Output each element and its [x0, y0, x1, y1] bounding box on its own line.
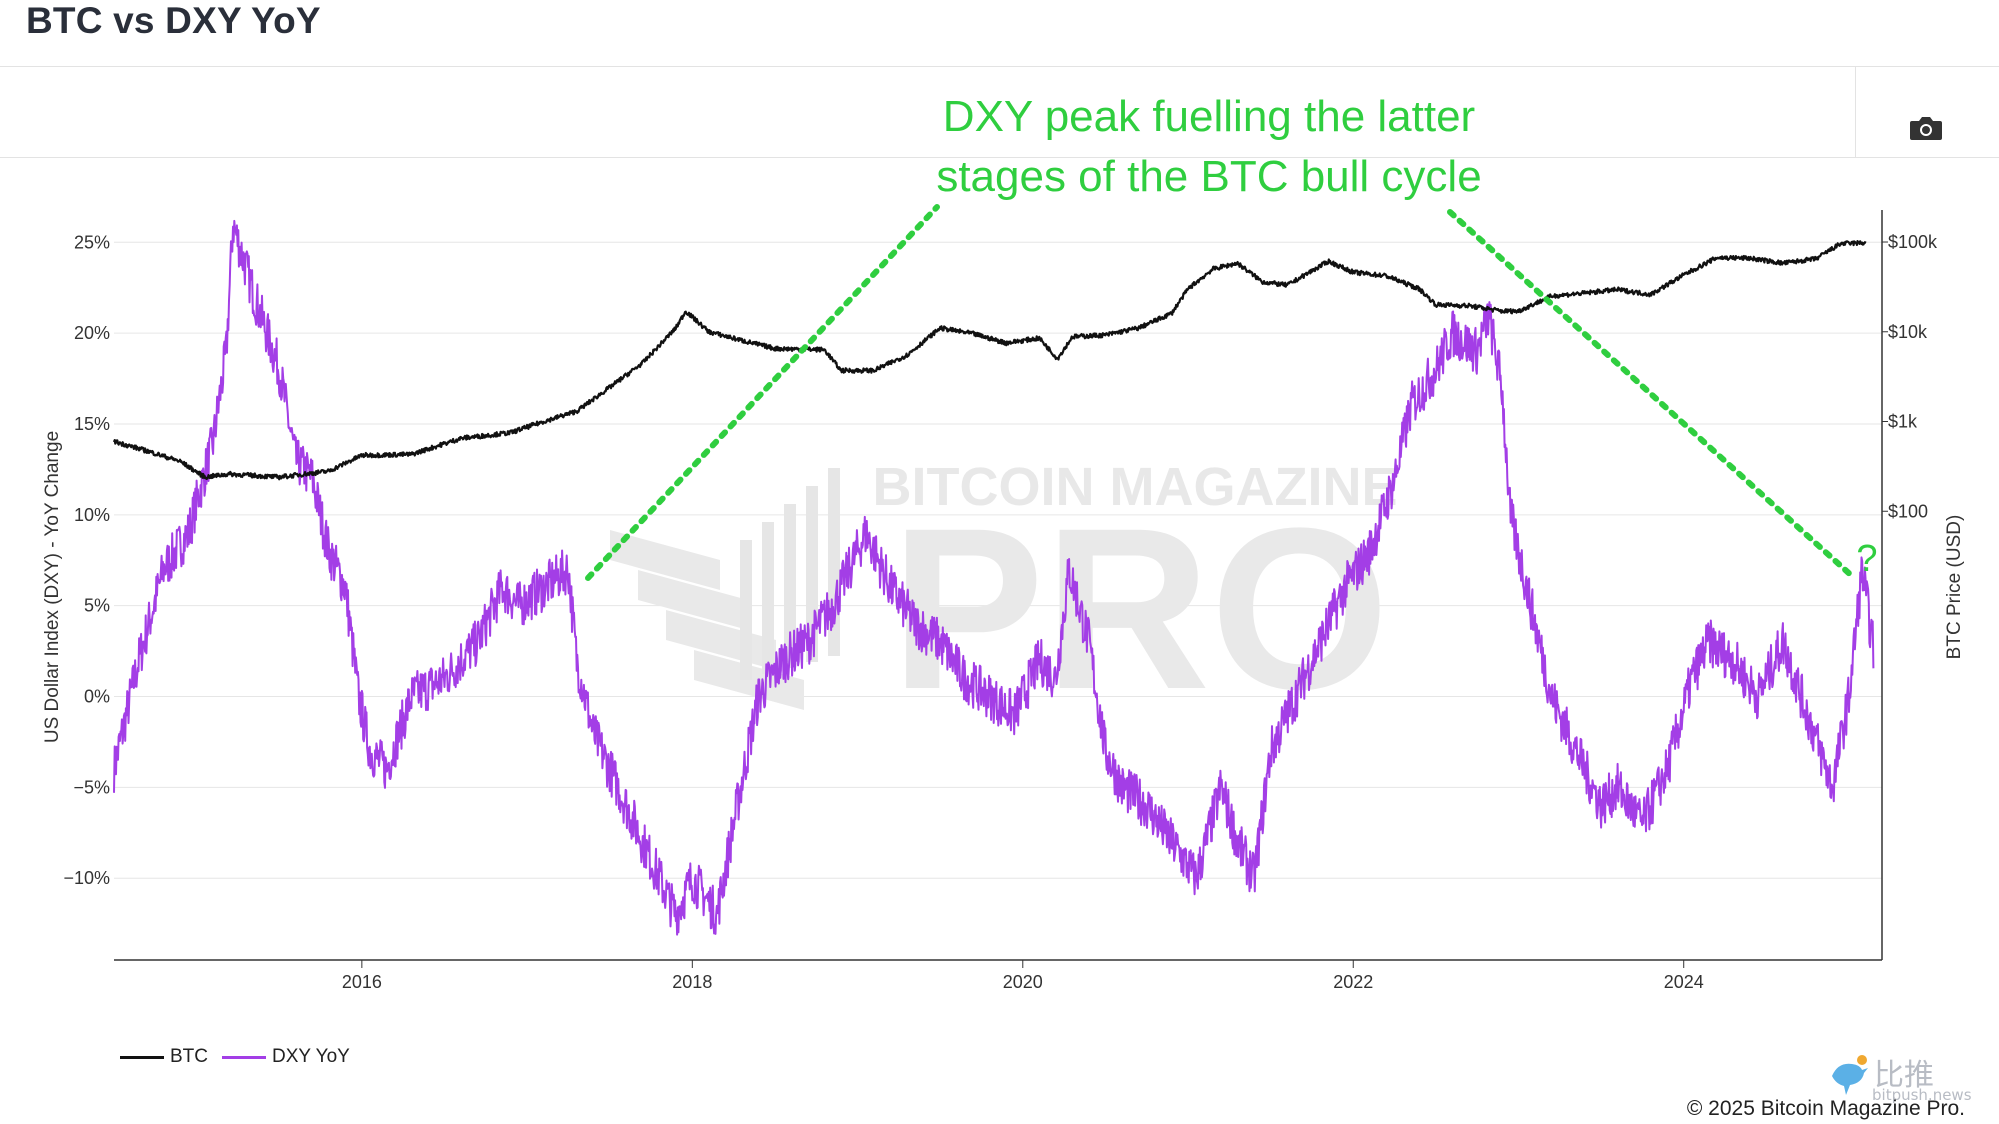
- y-left-tick-label: 0%: [84, 687, 110, 707]
- x-tick-label: 2020: [1003, 972, 1043, 992]
- download-image-button[interactable]: [1906, 110, 1946, 146]
- toolbar-separator: [1855, 66, 1856, 157]
- watermark-bar-1: [762, 522, 774, 674]
- watermark-bar-0: [740, 540, 752, 680]
- annotation-question-mark: ?: [1856, 538, 1877, 580]
- btc-swatch: [120, 1055, 164, 1059]
- camera-icon: [1910, 117, 1942, 140]
- x-tick-label: 2022: [1333, 972, 1373, 992]
- corner-watermark-cn: 比推: [1874, 1058, 1934, 1093]
- axes: 25% 20% 15% 10% 5% 0% −5% −10% $100k $10k $1k $100 2…: [42, 210, 1965, 992]
- copyright-text: © 2025 Bitcoin Magazine Pro.: [1686, 1097, 1965, 1120]
- gridlines: [114, 241, 1882, 879]
- watermark-bar-4: [828, 468, 840, 656]
- series-line-dxy-yoy: [113, 219, 1875, 936]
- legend-label-dxy: DXY YoY: [272, 1046, 350, 1067]
- watermark-stripe-0: [610, 530, 720, 590]
- x-tick-label: 2018: [672, 972, 712, 992]
- annotation-dotted-line-right: [1447, 209, 1855, 579]
- page-title: BTC vs DXY YoY: [26, 0, 321, 41]
- x-tick-label: 2016: [342, 972, 382, 992]
- y-right-tick-label: $1k: [1888, 412, 1918, 432]
- header-divider: [0, 66, 1999, 67]
- y-left-tick-label: 10%: [74, 505, 110, 525]
- series-line-btc: [112, 240, 1867, 481]
- toolbar-divider: [0, 157, 1999, 158]
- annotation: DXY peak fuelling the latter stages of th…: [585, 92, 1878, 581]
- dxy-swatch: [222, 1055, 266, 1059]
- y-right-axis-title: BTC Price (USD): [1944, 515, 1965, 660]
- y-left-tick-label: −5%: [73, 777, 110, 797]
- y-right-tick-label: $100: [1888, 501, 1928, 521]
- annotation-dotted-line-left: [585, 204, 940, 581]
- x-tick-label: 2024: [1664, 972, 1704, 992]
- watermark-bar-2: [784, 504, 796, 668]
- annotation-line-1: DXY peak fuelling the latter: [943, 92, 1475, 141]
- watermark-stripe-1: [638, 570, 748, 630]
- legend-label-btc: BTC: [170, 1046, 208, 1067]
- watermark-top-text: BITCOIN MAGAZINE: [873, 457, 1398, 517]
- corner-watermark-en: bitpush.news: [1872, 1086, 1972, 1104]
- annotation-line-2: stages of the BTC bull cycle: [936, 152, 1481, 201]
- series: [112, 219, 1875, 936]
- y-right-tick-label: $100k: [1888, 232, 1938, 252]
- y-left-axis-title: US Dollar Index (DXY) - YoY Change: [42, 431, 63, 743]
- y-left-tick-label: 15%: [74, 414, 110, 434]
- legend-item-dxy[interactable]: DXY YoY: [222, 1044, 350, 1070]
- bird-logo-icon: [1832, 1055, 1868, 1095]
- legend-item-btc[interactable]: BTC: [120, 1044, 208, 1070]
- y-left-tick-label: 25%: [74, 232, 110, 252]
- y-left-tick-label: 5%: [84, 596, 110, 616]
- corner-watermark: 比推 bitpush.news: [1826, 1052, 1986, 1104]
- y-right-tick-label: $10k: [1888, 322, 1928, 342]
- y-left-tick-label: 20%: [74, 323, 110, 343]
- y-left-tick-label: −10%: [63, 868, 110, 888]
